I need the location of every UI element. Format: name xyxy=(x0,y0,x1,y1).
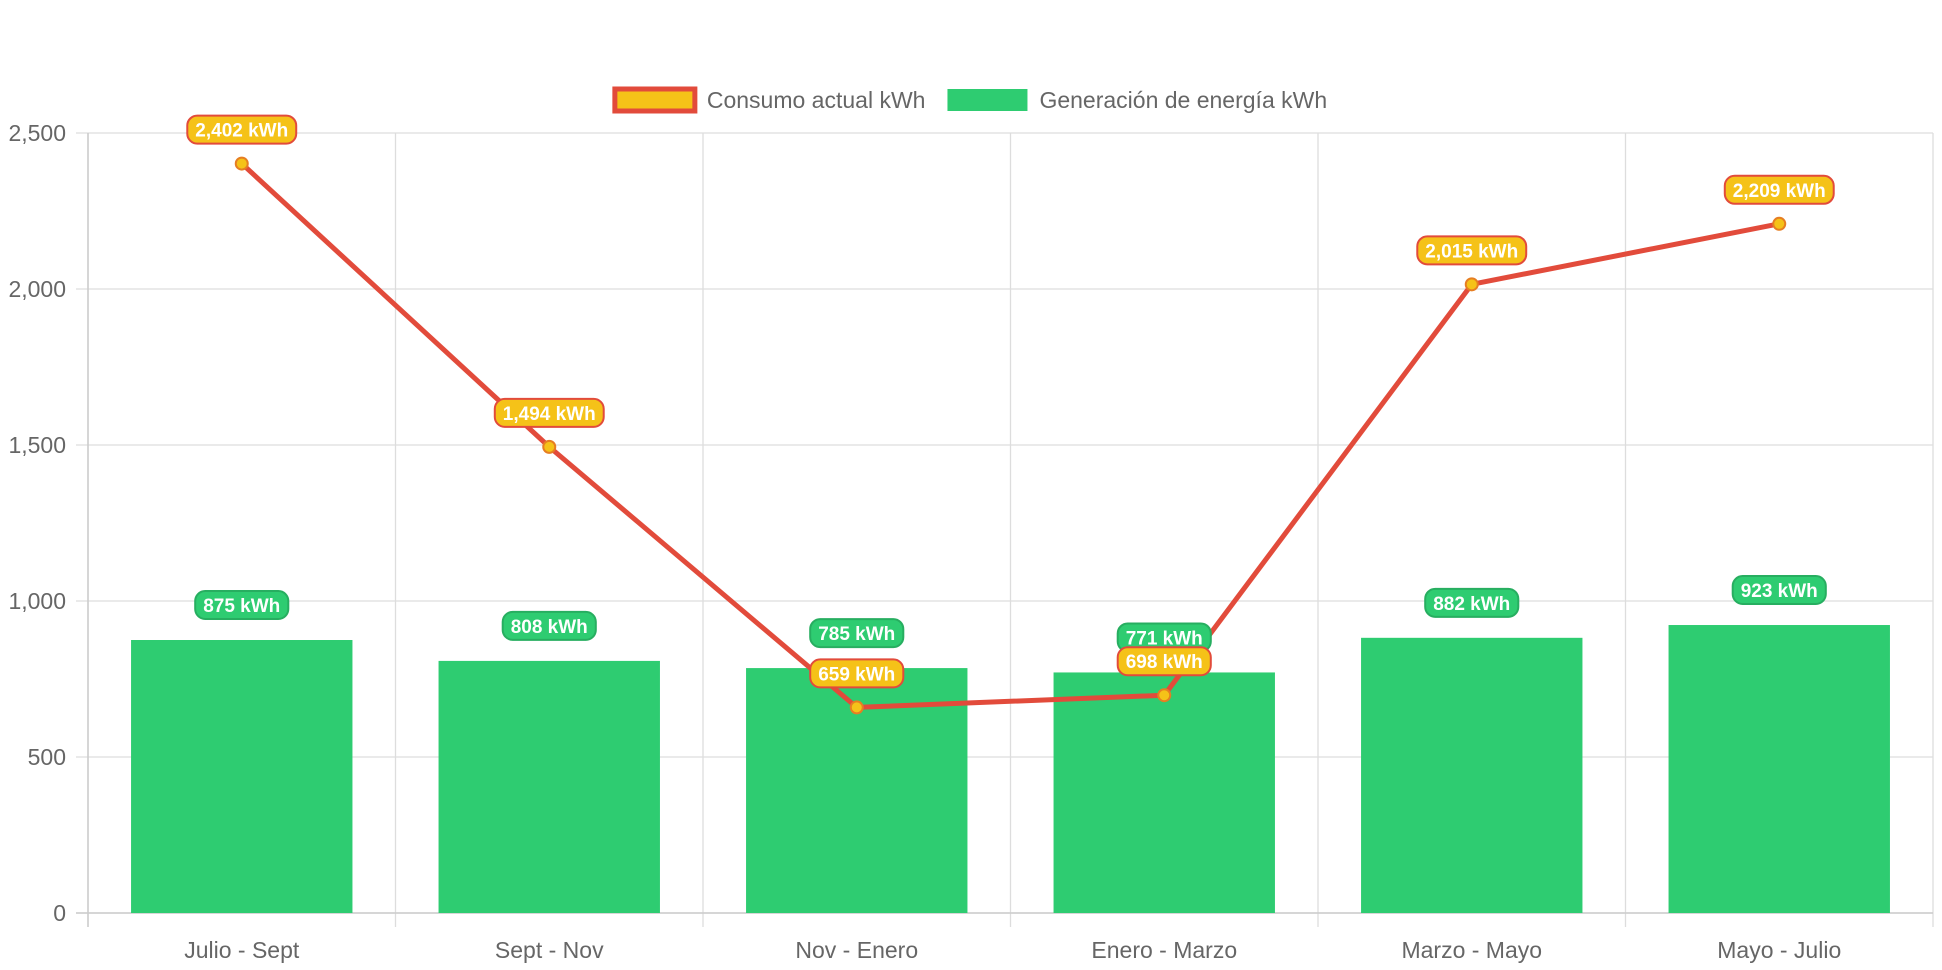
legend-swatch xyxy=(947,89,1028,111)
x-tick-label: Julio - Sept xyxy=(184,937,300,963)
bar-value-label-text: 923 kWh xyxy=(1741,581,1818,602)
bar-value-label-box xyxy=(194,590,290,620)
bar-value-label-text: 882 kWh xyxy=(1433,594,1510,615)
legend-label: Consumo actual kWh xyxy=(707,87,926,113)
line-value-label-box xyxy=(809,658,905,689)
bar-value-label-box xyxy=(809,618,905,649)
line-value-label: 2,015 kWh xyxy=(1416,235,1528,266)
line-value-label-text: 2,402 kWh xyxy=(195,121,288,142)
line-point xyxy=(1464,277,1479,292)
x-tick-label: Nov - Enero xyxy=(795,937,918,963)
bar-value-label: 771 kWh xyxy=(1116,622,1212,653)
y-tick-label: 2,500 xyxy=(8,120,66,146)
y-axis-ticks: 0 500 1,000 1,500 2,000 2,500 xyxy=(8,120,66,926)
bar-value-label: 785 kWh xyxy=(809,618,905,649)
bar-value-label-box xyxy=(1424,587,1520,618)
x-axis-ticks: Julio - Sept Sept - Nov Nov - Enero Enero -… xyxy=(184,937,1841,963)
consumption-line xyxy=(240,161,1780,710)
bar-value-label: 923 kWh xyxy=(1731,575,1827,606)
line-series xyxy=(240,161,1780,710)
x-tick-label: Sept - Nov xyxy=(495,937,604,963)
bar xyxy=(131,640,353,913)
line-value-label: 2,402 kWh xyxy=(186,114,298,145)
line-value-label: 698 kWh xyxy=(1116,646,1212,677)
legend-label: Generación de energía kWh xyxy=(1039,87,1327,113)
line-value-label: 659 kWh xyxy=(809,658,905,689)
line-value-label-text: 2,209 kWh xyxy=(1733,181,1826,202)
line-value-label-box xyxy=(493,397,605,428)
bar-value-label: 882 kWh xyxy=(1424,587,1520,618)
legend-item[interactable]: Consumo actual kWh xyxy=(612,86,926,114)
x-tick-label: Enero - Marzo xyxy=(1091,937,1237,963)
legend[interactable]: Consumo actual kWh Generación de energía … xyxy=(612,86,1327,114)
line-value-label-box xyxy=(1116,646,1212,677)
x-tick-label: Marzo - Mayo xyxy=(1401,937,1542,963)
y-tick-label: 1,000 xyxy=(8,588,66,614)
line-value-label-box xyxy=(186,114,298,145)
bar xyxy=(1053,672,1275,913)
y-tick-label: 0 xyxy=(53,900,66,926)
bar-value-label-box xyxy=(1731,575,1827,606)
y-tick-label: 1,500 xyxy=(8,432,66,458)
line-value-label: 2,209 kWh xyxy=(1723,174,1835,205)
line-point xyxy=(542,439,557,454)
legend-swatch xyxy=(612,86,698,114)
bar-value-label-text: 771 kWh xyxy=(1126,628,1203,649)
x-tick-label: Mayo - Julio xyxy=(1717,937,1841,963)
line-point xyxy=(1157,688,1172,703)
bar-value-label-text: 808 kWh xyxy=(511,617,588,638)
line-value-label: 1,494 kWh xyxy=(493,397,605,428)
line-point xyxy=(1772,216,1787,231)
grid xyxy=(76,132,1934,927)
bar-value-label: 808 kWh xyxy=(501,610,597,641)
line-point xyxy=(234,156,249,171)
line-value-label-box xyxy=(1416,235,1528,266)
bar-value-label-box xyxy=(501,610,597,641)
line-points xyxy=(234,156,1787,715)
bar xyxy=(1361,637,1583,913)
bar xyxy=(1668,625,1890,913)
line-point xyxy=(849,700,864,715)
line-value-label-text: 698 kWh xyxy=(1126,652,1203,673)
line-value-label-box xyxy=(1723,174,1835,205)
line-value-label-text: 659 kWh xyxy=(818,664,895,685)
bar-series xyxy=(131,625,1890,913)
bar-value-label-text: 785 kWh xyxy=(818,624,895,645)
data-labels: 875 kWh 808 kWh 785 kWh 771 kWh 882 kWh 923 k… xyxy=(186,114,1835,689)
y-tick-label: 2,000 xyxy=(8,276,66,302)
bar-value-label: 875 kWh xyxy=(194,590,290,620)
legend-item[interactable]: Generación de energía kWh xyxy=(947,87,1327,113)
bar-value-label-text: 875 kWh xyxy=(203,596,280,617)
line-value-label-text: 1,494 kWh xyxy=(503,404,596,425)
y-tick-label: 500 xyxy=(28,744,66,770)
bar xyxy=(438,660,660,913)
line-value-label-text: 2,015 kWh xyxy=(1425,241,1518,262)
